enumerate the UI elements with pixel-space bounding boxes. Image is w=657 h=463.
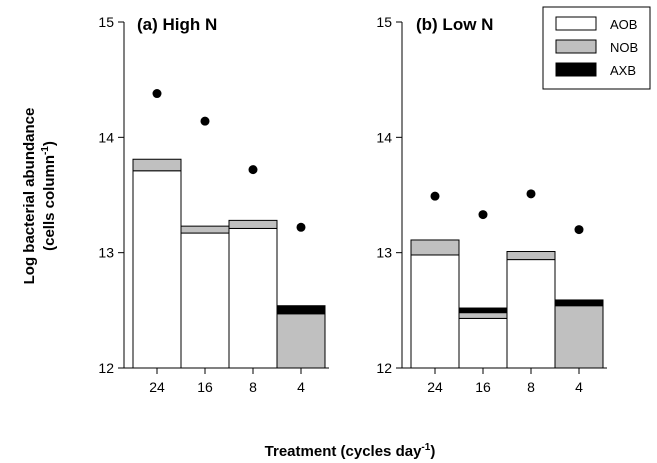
- y-tick-label-a-13: 13: [98, 245, 114, 261]
- legend-swatch-aob: [555, 16, 597, 31]
- dot-a-16: [200, 116, 210, 126]
- dot-b-16: [478, 210, 488, 220]
- x-tick-label-b-4: 4: [575, 379, 583, 395]
- bar-a-8-nob: [228, 219, 278, 229]
- bar-b-16-aob: [458, 317, 508, 369]
- y-axis-title-sup: -1: [40, 146, 51, 155]
- x-tick-label-a-4: 4: [297, 379, 305, 395]
- legend-label-axb: AXB: [610, 63, 636, 78]
- y-tick-label-b-12: 12: [376, 360, 392, 376]
- panel-a: 12 13 14 15 24 16 8 4 (a) High N: [98, 14, 329, 395]
- bar-b-16-axb: [458, 307, 508, 314]
- legend-swatch-axb: [555, 62, 597, 77]
- bar-b-4-nob: [554, 305, 604, 369]
- plot-area-b: 12 13 14 15 24 16 8 4: [376, 14, 607, 395]
- y-tick-label-a-15: 15: [98, 14, 114, 30]
- x-tick-label-a-8: 8: [249, 379, 257, 395]
- y-axis-title-line2: (cells column-1): [40, 141, 58, 251]
- legend-swatch-nob: [555, 39, 597, 54]
- x-tick-label-a-24: 24: [149, 379, 165, 395]
- dot-a-8: [248, 165, 258, 175]
- bar-a-24-aob: [132, 170, 182, 369]
- panel-a-title: (a) High N: [137, 15, 217, 34]
- legend: AOB NOB AXB: [542, 6, 651, 90]
- x-tick-label-b-24: 24: [427, 379, 443, 395]
- bar-b-16-nob: [458, 312, 508, 319]
- y-tick-label-b-15: 15: [376, 14, 392, 30]
- dot-b-24: [430, 191, 440, 201]
- y-axis-title: Log bacterial abundance (cells column-1): [21, 108, 58, 285]
- bar-a-24-nob: [132, 158, 182, 172]
- x-tick-label-a-16: 16: [197, 379, 213, 395]
- bar-a-16-aob: [180, 232, 230, 369]
- x-tick-label-b-8: 8: [527, 379, 535, 395]
- legend-label-nob: NOB: [610, 40, 638, 55]
- legend-label-aob: AOB: [610, 17, 637, 32]
- bar-b-24-aob: [410, 254, 460, 369]
- bar-a-4-nob: [276, 313, 326, 369]
- dot-a-24: [152, 89, 162, 99]
- x-axis-title: Treatment (cycles day-1): [265, 442, 436, 460]
- bar-b-8-nob: [506, 251, 556, 261]
- dot-b-4: [574, 225, 584, 235]
- y-axis-title-line1: Log bacterial abundance: [21, 108, 38, 285]
- bar-a-16-nob: [180, 225, 230, 234]
- bar-a-8-aob: [228, 227, 278, 369]
- bar-b-24-nob: [410, 239, 460, 256]
- dot-a-4: [296, 222, 306, 232]
- x-axis-title-sup: -1: [421, 442, 430, 453]
- dot-b-8: [526, 189, 536, 199]
- panel-b: 12 13 14 15 24 16 8 4 (b) Low N: [376, 14, 607, 395]
- y-tick-label-b-14: 14: [376, 129, 392, 145]
- bar-b-8-aob: [506, 259, 556, 369]
- y-tick-label-a-14: 14: [98, 129, 114, 145]
- y-tick-label-b-13: 13: [376, 245, 392, 261]
- x-tick-label-b-16: 16: [475, 379, 491, 395]
- plot-area-a: 12 13 14 15 24 16 8 4: [98, 14, 329, 395]
- y-tick-label-a-12: 12: [98, 360, 114, 376]
- bar-b-4-axb: [554, 299, 604, 307]
- panel-b-title: (b) Low N: [416, 15, 493, 34]
- bar-a-4-axb: [276, 305, 326, 315]
